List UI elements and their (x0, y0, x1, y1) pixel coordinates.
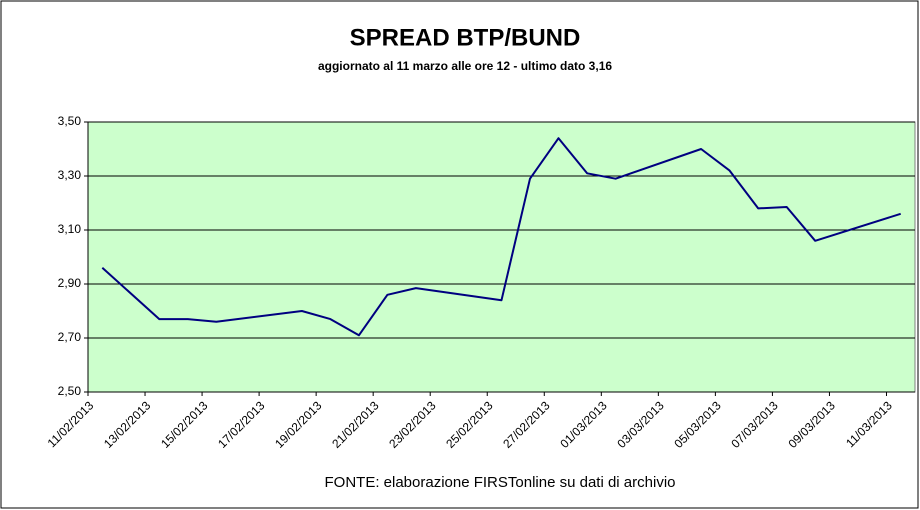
plot-area (87, 121, 916, 393)
y-tick-label: 3,10 (58, 222, 82, 236)
chart-title: SPREAD BTP/BUND (350, 24, 581, 51)
y-tick-label: 2,70 (58, 330, 82, 344)
y-tick-label: 2,90 (58, 276, 82, 290)
y-tick-label: 3,50 (58, 114, 82, 128)
y-tick-label: 2,50 (58, 384, 82, 398)
source-note: FONTE: elaborazione FIRSTonline su dati … (325, 474, 676, 491)
chart-subtitle: aggiornato al 11 marzo alle ore 12 - ult… (318, 59, 612, 73)
y-tick-label: 3,30 (58, 168, 82, 182)
data-line (101, 137, 902, 337)
